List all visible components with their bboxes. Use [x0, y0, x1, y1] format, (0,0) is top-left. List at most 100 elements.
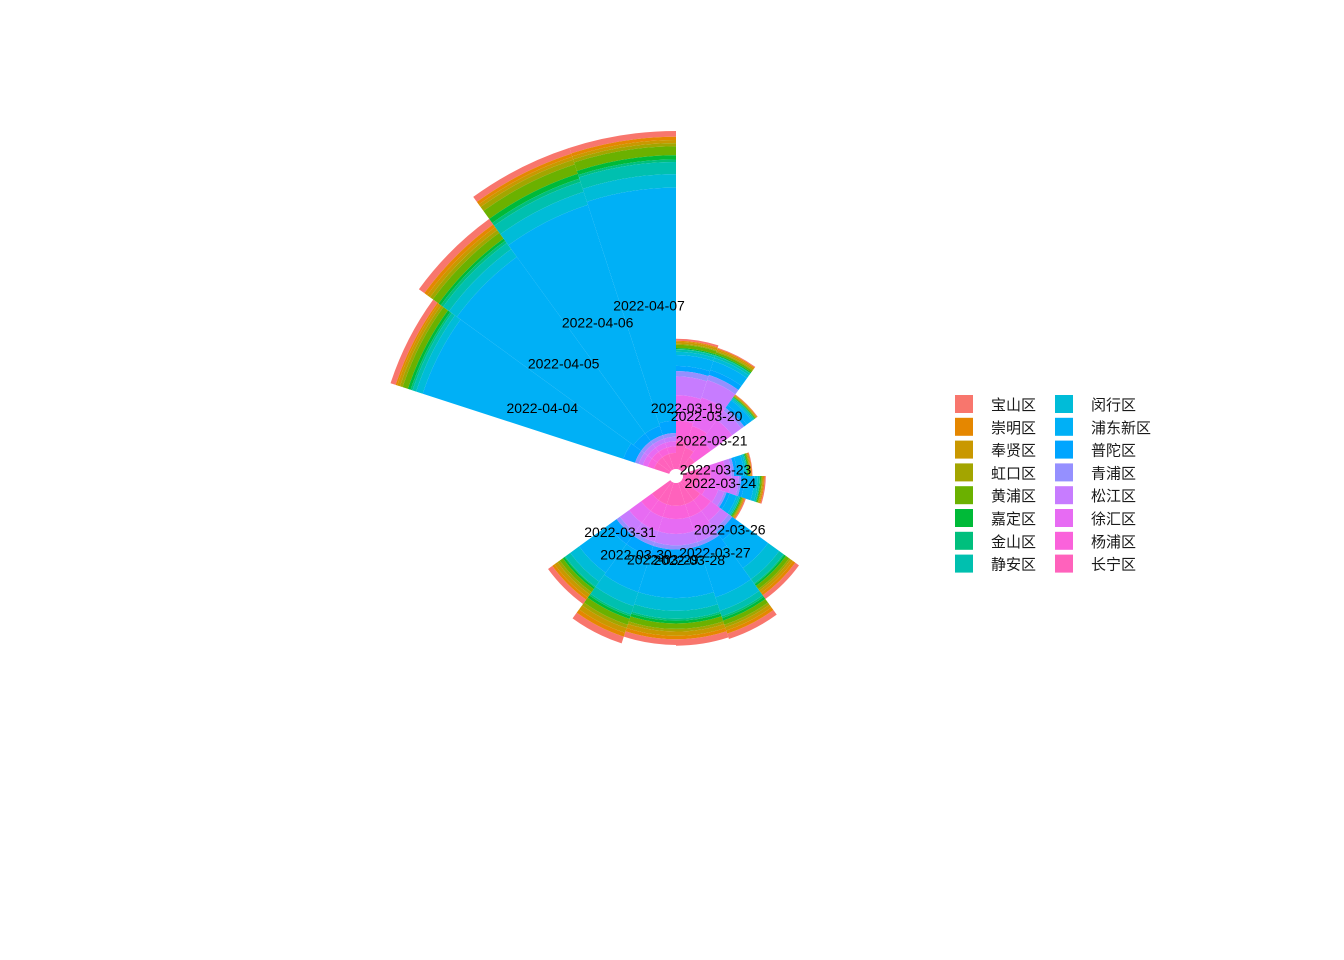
- wedge-2022-03-26-宝山区: [762, 562, 799, 599]
- wedge-2022-03-20-静安区: [714, 355, 751, 376]
- wedge-2022-03-29-长宁区: [666, 482, 676, 506]
- wedge-2022-04-07-黄浦区: [574, 146, 676, 171]
- wedge-2022-03-20-虹口区: [716, 351, 754, 371]
- wedge-2022-03-30-宝山区: [572, 612, 624, 644]
- wedge-2022-03-31-黄浦区: [559, 558, 594, 593]
- wedge-2022-03-20-浦东新区: [710, 360, 748, 386]
- wedge-2022-03-20-普陀区: [708, 370, 742, 390]
- legend-item-徐汇区: 徐汇区: [1055, 509, 1136, 528]
- wedge-2022-03-24-虹口区: [757, 476, 763, 503]
- wedge-2022-03-25-黄浦区: [731, 497, 743, 518]
- wedge-2022-03-19-静安区: [676, 349, 716, 358]
- wedge-2022-03-23-长宁区: [682, 468, 700, 476]
- wedge-2022-03-26-嘉定区: [754, 554, 786, 586]
- wedge-2022-03-25-虹口区: [732, 497, 744, 518]
- wedge-2022-03-27-虹口区: [724, 602, 770, 628]
- wedge-2022-03-19-虹口区: [676, 343, 717, 352]
- wedge-2022-03-21-闵行区: [731, 398, 754, 421]
- legend-label: 奉贤区: [991, 442, 1036, 460]
- wedge-2022-03-19-闵行区: [676, 351, 715, 361]
- legend-swatch: [1055, 417, 1073, 436]
- wedge-2022-04-06-浦东新区: [508, 204, 660, 434]
- wedge-2022-04-05-金山区: [440, 240, 507, 307]
- legend-item-青浦区: 青浦区: [1055, 463, 1136, 482]
- wedge-2022-03-24-静安区: [753, 476, 760, 502]
- wedge-2022-03-28-嘉定区: [676, 613, 722, 624]
- legend-item-普陀区: 普陀区: [1055, 440, 1136, 460]
- wedge-2022-04-05-静安区: [443, 243, 512, 312]
- wedge-2022-03-23-崇明区: [747, 452, 752, 476]
- wedge-2022-03-31-崇明区: [552, 564, 588, 600]
- date-label-2022-04-05: 2022-04-05: [528, 356, 600, 372]
- wedge-2022-03-28-杨浦区: [676, 504, 690, 520]
- wedge-2022-03-25-金山区: [730, 496, 741, 516]
- wedge-2022-04-04-静安区: [412, 313, 455, 392]
- wedge-2022-03-26-静安区: [750, 550, 784, 584]
- wedge-2022-03-21-长宁区: [680, 457, 695, 472]
- wedge-2022-04-07-嘉定区: [576, 155, 676, 175]
- wedge-2022-03-24-崇明区: [759, 476, 765, 504]
- wedge-2022-03-27-松江区: [693, 522, 717, 543]
- wedge-2022-04-04-杨浦区: [647, 458, 658, 469]
- wedge-2022-03-28-长宁区: [676, 482, 686, 506]
- wedge-2022-03-23-虹口区: [745, 453, 751, 476]
- wedge-2022-03-25-青浦区: [717, 491, 727, 508]
- wedge-2022-03-24-长宁区: [682, 476, 700, 484]
- legend-label: 杨浦区: [1091, 533, 1136, 551]
- date-label-2022-03-30: 2022-03-30: [600, 546, 672, 562]
- legend-swatch: [955, 395, 973, 413]
- wedge-2022-03-27-崇明区: [726, 607, 774, 634]
- wedge-2022-03-29-奉贤区: [626, 623, 676, 636]
- wedge-2022-03-28-浦东新区: [676, 556, 714, 599]
- wedge-2022-03-29-徐汇区: [658, 516, 676, 534]
- wedge-2022-03-31-静安区: [565, 552, 600, 587]
- wedge-2022-03-30-静安区: [590, 586, 634, 615]
- wedge-2022-04-06-闵行区: [500, 191, 588, 246]
- legend-swatch: [955, 509, 973, 527]
- date-label-2022-03-19: 2022-03-19: [651, 400, 723, 416]
- wedge-2022-04-04-青浦区: [635, 450, 645, 464]
- date-label-2022-03-21: 2022-03-21: [676, 432, 748, 448]
- wedge-2022-03-20-嘉定区: [715, 354, 752, 374]
- date-label-2022-03-31: 2022-03-31: [584, 524, 656, 540]
- wedge-2022-03-20-奉贤区: [716, 349, 755, 370]
- wedge-2022-04-06-杨浦区: [658, 447, 669, 458]
- wedge-2022-03-27-浦东新区: [702, 545, 751, 598]
- wedge-2022-04-07-长宁区: [668, 452, 676, 470]
- wedge-2022-04-07-杨浦区: [666, 446, 676, 455]
- date-label-2022-03-29: 2022-03-29: [627, 551, 699, 567]
- wedge-2022-03-25-闵行区: [727, 495, 739, 515]
- wedge-2022-03-23-奉贤区: [746, 452, 751, 476]
- legend-label: 嘉定区: [991, 510, 1036, 528]
- wedge-2022-04-05-普陀区: [633, 433, 651, 451]
- wedge-2022-03-23-静安区: [742, 454, 748, 476]
- wedge-2022-04-06-松江区: [652, 438, 666, 448]
- legend-swatch: [955, 486, 973, 505]
- wedge-2022-03-29-虹口区: [627, 621, 676, 632]
- wedge-2022-03-30-松江区: [635, 522, 659, 543]
- wedge-2022-03-23-浦东新区: [733, 455, 744, 476]
- wedge-2022-03-21-青浦区: [723, 407, 745, 429]
- wedge-2022-03-27-静安区: [719, 590, 763, 617]
- wedge-2022-03-26-徐汇区: [701, 501, 721, 521]
- date-label-2022-03-20: 2022-03-20: [671, 408, 743, 424]
- wedge-2022-04-06-金山区: [492, 178, 581, 226]
- wedge-2022-03-26-浦东新区: [722, 522, 769, 569]
- wedge-2022-03-23-嘉定区: [743, 453, 749, 476]
- wedge-2022-03-23-黄浦区: [744, 453, 750, 476]
- wedge-2022-04-05-嘉定区: [438, 238, 506, 306]
- wedge-2022-03-31-宝山区: [548, 565, 587, 604]
- wedge-2022-03-20-杨浦区: [685, 425, 707, 452]
- wedge-2022-04-07-静安区: [578, 161, 676, 189]
- wedge-2022-03-20-徐汇区: [692, 397, 725, 434]
- wedge-2022-03-21-杨浦区: [689, 441, 711, 463]
- wedge-2022-04-06-青浦区: [650, 435, 664, 445]
- wedge-2022-03-28-黄浦区: [676, 616, 724, 629]
- wedge-2022-03-25-杨浦区: [693, 482, 707, 495]
- wedge-2022-04-04-奉贤区: [397, 303, 442, 387]
- wedge-2022-03-30-长宁区: [658, 481, 674, 505]
- legend-item-虹口区: 虹口区: [955, 463, 1036, 482]
- wedge-2022-04-05-奉贤区: [427, 227, 498, 298]
- wedge-2022-04-07-奉贤区: [572, 139, 676, 160]
